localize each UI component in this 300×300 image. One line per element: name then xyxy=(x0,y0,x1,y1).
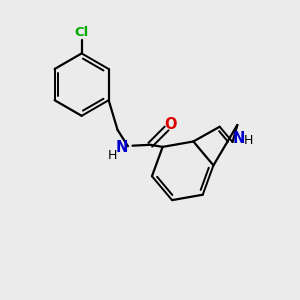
Text: H: H xyxy=(244,134,253,148)
Text: O: O xyxy=(164,117,177,132)
Text: Cl: Cl xyxy=(74,26,89,38)
Text: N: N xyxy=(115,140,128,155)
Text: N: N xyxy=(232,131,245,146)
Text: H: H xyxy=(108,149,117,162)
